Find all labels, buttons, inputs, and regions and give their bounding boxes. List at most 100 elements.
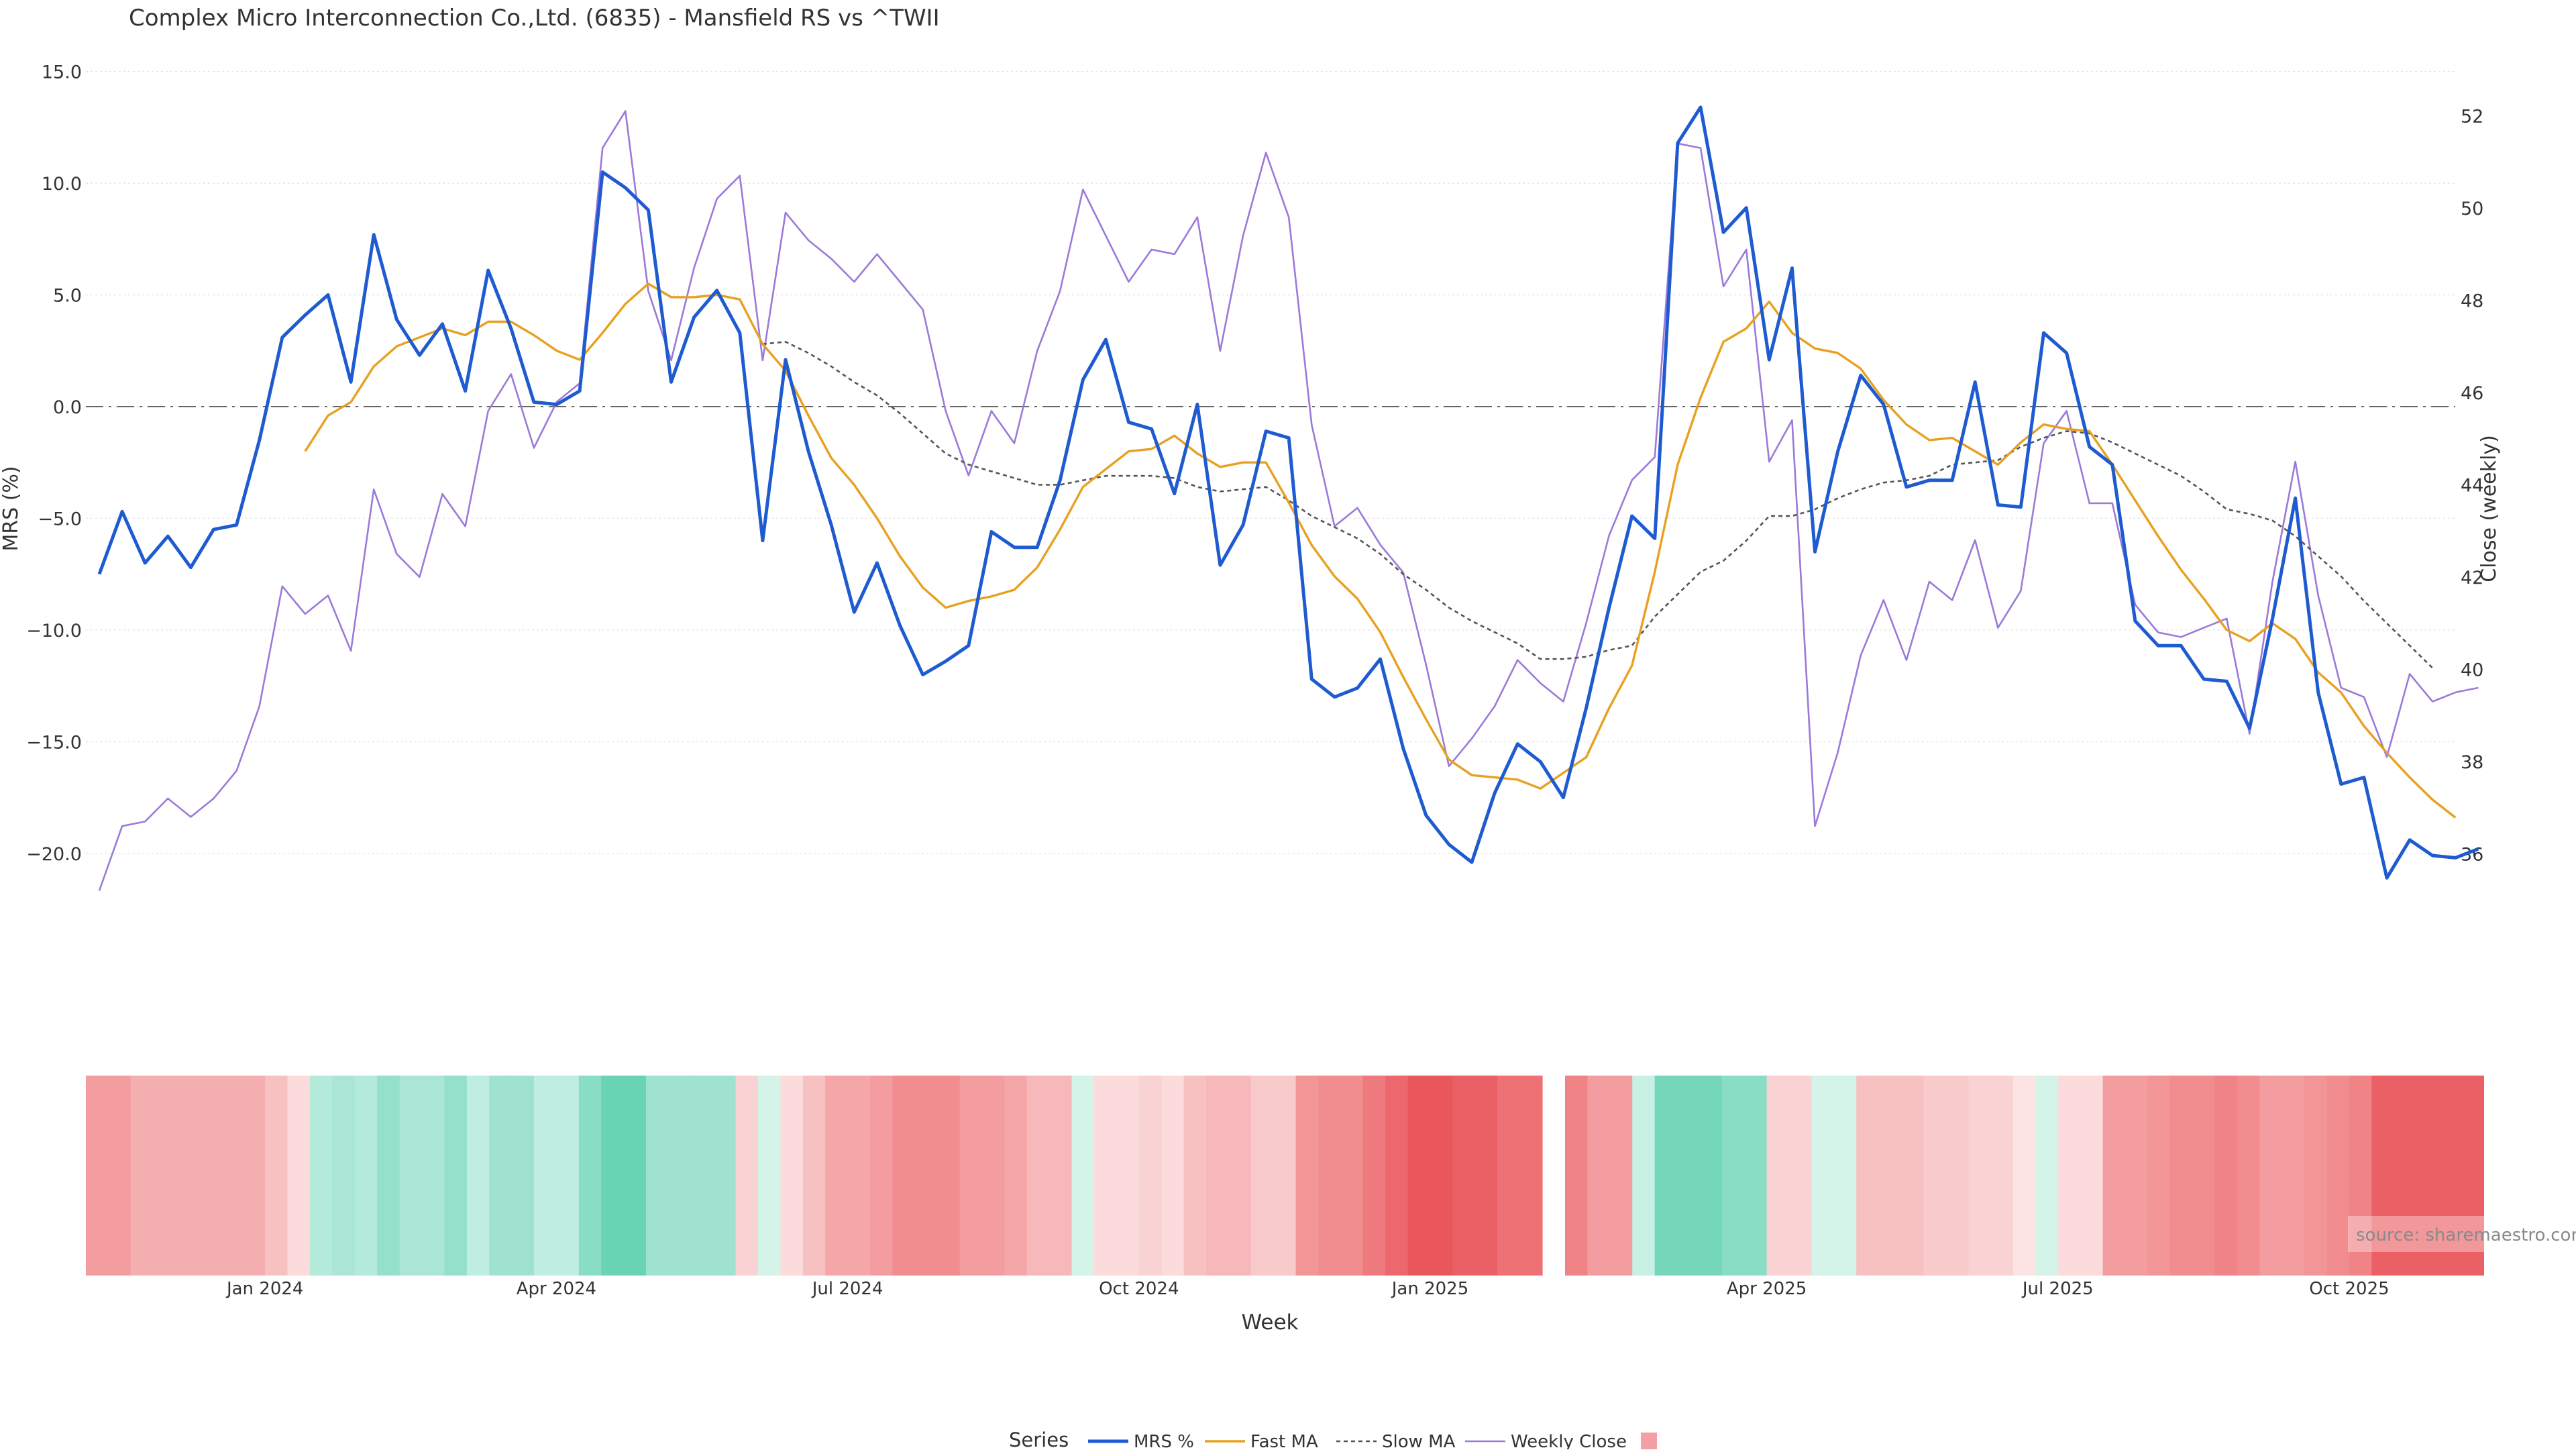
heat-cell [1049,1076,1073,1276]
heat-cell [556,1076,580,1276]
heat-cell [2394,1076,2417,1276]
heat-cell [1318,1076,1341,1276]
right-tick-label: 40 [2461,660,2483,681]
x-tick-label: Oct 2024 [1099,1279,1179,1299]
legend-slow-ma-label: Slow MA [1382,1432,1456,1449]
heat-cell [1362,1076,1386,1276]
left-tick-label: −20.0 [26,844,82,865]
legend-heat-swatch [1641,1433,1657,1450]
heat-cell [1385,1076,1409,1276]
heat-cell [1295,1076,1319,1276]
heat-cell [86,1076,109,1276]
heat-cell [1901,1076,1924,1276]
fast-ma-line [304,282,2457,819]
heat-cell [377,1076,400,1276]
x-axis-ticks: Jan 2024 Apr 2024 Jul 2024 Oct 2024 Jan 2025… [225,1279,2390,1299]
heat-cell [534,1076,557,1276]
right-axis-label: Close (weekly) [2477,435,2501,582]
heat-cell [2080,1076,2104,1276]
heat-cell [1632,1076,1656,1276]
heat-cell [2371,1076,2395,1276]
heat-cell [713,1076,737,1276]
heat-cell [287,1076,311,1276]
heat-cell [354,1076,378,1276]
left-tick-label: 0.0 [53,397,82,418]
heat-cell [1789,1076,1812,1276]
heat-cell [2013,1076,2036,1276]
left-tick-label: 10.0 [42,174,82,195]
left-tick-label: −15.0 [26,732,82,753]
heat-cell [1587,1076,1611,1276]
heat-cell [1474,1076,1498,1276]
heat-cell [198,1076,221,1276]
right-tick-label: 52 [2461,107,2483,127]
heat-cell [2214,1076,2238,1276]
heat-cell [1430,1076,1453,1276]
right-tick-label: 48 [2461,291,2483,312]
heat-cell [646,1076,669,1276]
legend-weekly-close-label: Weekly Close [1511,1432,1627,1449]
grid-layer [86,70,2455,854]
heat-cell [242,1076,266,1276]
heat-cell [1878,1076,1902,1276]
heat-cell [892,1076,916,1276]
heat-cell [2057,1076,2081,1276]
heat-cell [2259,1076,2283,1276]
x-tick-label: Jul 2025 [2021,1279,2094,1299]
left-axis-ticks: 15.0 10.0 5.0 0.0 −5.0 −10.0 −15.0 −20.0 [26,62,82,865]
legend-mrs-label: MRS % [1134,1432,1194,1449]
heat-cell [2169,1076,2193,1276]
heat-cell [1609,1076,1633,1276]
left-tick-label: −5.0 [38,509,82,529]
x-tick-label: Apr 2024 [517,1279,596,1299]
right-tick-label: 38 [2461,752,2483,773]
heat-cell [108,1076,131,1276]
heat-cell [758,1076,781,1276]
heat-cell [2461,1076,2484,1276]
heat-cell [690,1076,714,1276]
heat-cell [1071,1076,1095,1276]
heat-cell [1452,1076,1476,1276]
heat-cell [1654,1076,1678,1276]
chart-title: Complex Micro Interconnection Co.,Ltd. (… [129,5,940,32]
heat-cell [1923,1076,1947,1276]
heat-cell [1138,1076,1162,1276]
heat-cell [466,1076,490,1276]
heat-cell [1228,1076,1252,1276]
heat-cell [1250,1076,1274,1276]
weekly-close-line [98,110,2479,891]
heat-cell [2237,1076,2260,1276]
heat-cell [2416,1076,2440,1276]
heat-cell [2326,1076,2350,1276]
heat-cell [1833,1076,1857,1276]
heat-cell [153,1076,176,1276]
heat-cell [1699,1076,1723,1276]
heat-cell [489,1076,513,1276]
heat-cell [511,1076,535,1276]
heat-cell [1206,1076,1229,1276]
heat-cell [601,1076,625,1276]
heat-cell [780,1076,804,1276]
source-note: source: sharemaestro.com [2356,1225,2576,1245]
heat-cell [2125,1076,2148,1276]
heat-cell [959,1076,983,1276]
x-axis-label: Week [1242,1310,1299,1335]
mrs-line [97,105,2479,880]
heat-cell [802,1076,826,1276]
legend: Series MRS % Fast MA Slow MA Weekly Close [1009,1429,1657,1452]
heat-cell [175,1076,199,1276]
right-tick-label: 44 [2461,476,2483,497]
heat-cell [2438,1076,2462,1276]
heat-cell [623,1076,647,1276]
heat-cell [1565,1076,1588,1276]
heat-cell [1968,1076,1992,1276]
heat-cell [2349,1076,2372,1276]
heat-cell [914,1076,938,1276]
heat-cell [578,1076,602,1276]
heat-cell [2035,1076,2059,1276]
heat-cell [1497,1076,1521,1276]
legend-fast-ma-label: Fast MA [1250,1432,1318,1449]
heat-cell [735,1076,759,1276]
